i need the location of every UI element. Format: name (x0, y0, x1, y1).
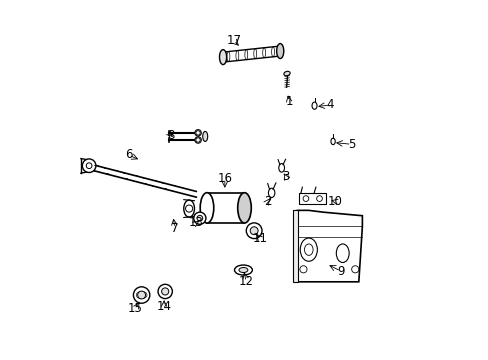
Ellipse shape (162, 288, 168, 295)
Text: 1: 1 (285, 95, 292, 108)
Ellipse shape (158, 284, 172, 298)
Bar (292, 210, 298, 282)
Bar (298, 193, 325, 204)
Polygon shape (223, 46, 280, 62)
Text: 16: 16 (217, 172, 232, 185)
Text: 10: 10 (327, 195, 342, 208)
Ellipse shape (200, 193, 213, 223)
Ellipse shape (133, 287, 149, 303)
Text: 14: 14 (156, 300, 171, 313)
Ellipse shape (203, 131, 207, 141)
Ellipse shape (197, 215, 203, 221)
Text: 8: 8 (167, 129, 175, 142)
Ellipse shape (219, 50, 226, 64)
Ellipse shape (283, 71, 289, 76)
Polygon shape (294, 210, 362, 282)
Ellipse shape (311, 102, 316, 109)
Text: 2: 2 (264, 195, 271, 208)
Circle shape (299, 266, 306, 273)
Text: 13: 13 (188, 216, 203, 229)
Ellipse shape (194, 130, 201, 136)
Text: 3: 3 (281, 170, 289, 183)
Ellipse shape (234, 265, 252, 275)
Text: 4: 4 (326, 99, 333, 112)
Polygon shape (85, 163, 196, 197)
Ellipse shape (138, 291, 145, 299)
Text: 6: 6 (124, 148, 132, 162)
Ellipse shape (278, 163, 284, 172)
Ellipse shape (194, 137, 201, 143)
Ellipse shape (183, 200, 194, 217)
Text: 12: 12 (238, 275, 253, 288)
Ellipse shape (246, 223, 262, 239)
Text: 7: 7 (171, 222, 178, 235)
Text: 11: 11 (253, 233, 267, 246)
Ellipse shape (237, 193, 251, 223)
Polygon shape (206, 193, 244, 223)
Text: 9: 9 (337, 265, 344, 278)
Text: 15: 15 (128, 302, 142, 315)
Ellipse shape (276, 44, 283, 59)
Text: 17: 17 (226, 34, 241, 47)
Ellipse shape (330, 138, 335, 145)
Text: 5: 5 (347, 138, 355, 151)
Circle shape (82, 159, 96, 172)
Ellipse shape (193, 212, 205, 224)
Ellipse shape (268, 188, 274, 198)
Ellipse shape (239, 267, 247, 273)
Circle shape (351, 266, 358, 273)
Ellipse shape (250, 227, 258, 235)
